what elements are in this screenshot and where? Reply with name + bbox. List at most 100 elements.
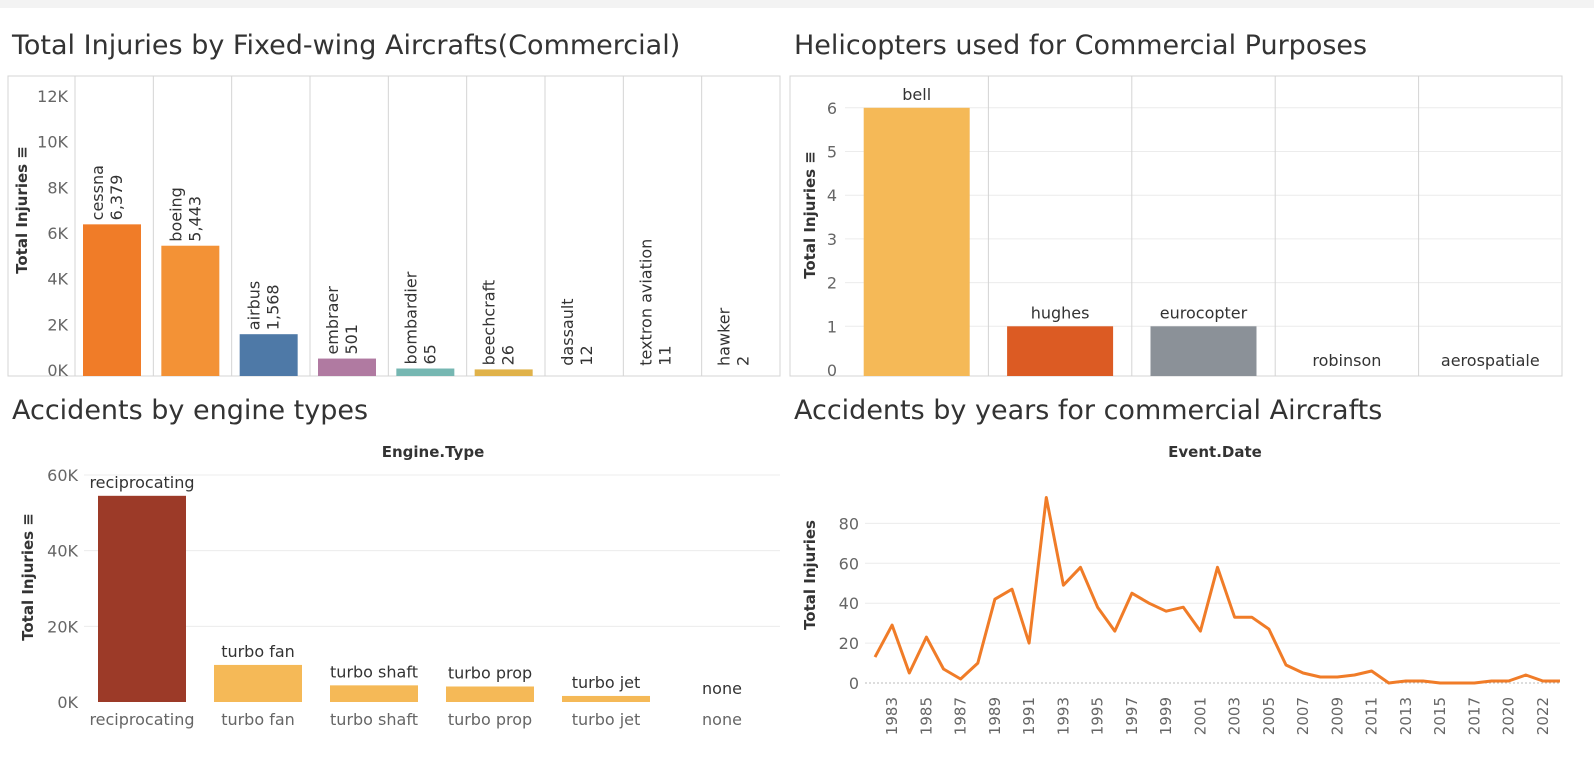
bar-label-textron-aviation: textron aviation11	[636, 239, 674, 366]
y-tick-label: 0K	[47, 361, 68, 380]
x-tick-label: 2020	[1500, 697, 1518, 735]
bar-eurocopter	[1150, 326, 1257, 376]
bar-label-aerospatiale: aerospatiale	[1441, 351, 1540, 370]
engine-type-injuries-chart: Engine.Type 0K 20K 40K 60K Total Injuries ≡ re…	[19, 443, 780, 729]
bar-label-turbo-fan: turbo fan	[221, 642, 295, 661]
x-tick-label: 1999	[1157, 697, 1175, 735]
y-axis-label: Total Injuries ≡	[19, 513, 37, 641]
fixed-wing-chart-title: Total Injuries by Fixed-wing Aircrafts(C…	[12, 30, 681, 61]
chart-frame	[7, 75, 781, 377]
x-tick-label-turbo-jet: turbo jet	[572, 710, 641, 729]
y-tick-label: 2K	[47, 315, 68, 334]
y-tick-label: 60K	[47, 466, 78, 485]
bar-label-bombardier: bombardier65	[401, 271, 439, 364]
bar-hughes	[1007, 326, 1114, 376]
bar-label-bell: bell	[902, 85, 931, 104]
y-axis-label: Total Injuries ≡	[13, 146, 31, 274]
y-axis-label: Total Injuries	[801, 520, 819, 630]
y-tick-label: 0	[827, 361, 837, 380]
x-tick-label: 2005	[1260, 697, 1278, 735]
helicopter-chart-title: Helicopters used for Commercial Purposes	[794, 30, 1368, 61]
x-tick-label-none: none	[702, 710, 742, 729]
y-tick-label: 4K	[47, 270, 68, 289]
bar-turbo-fan	[214, 664, 302, 702]
bar-label-hawker: hawker2	[715, 307, 753, 366]
bar-label-boeing: boeing5,443	[166, 187, 204, 242]
bar-label-turbo-jet: turbo jet	[572, 673, 641, 692]
x-tick-label: 1983	[883, 697, 901, 735]
bar-label-airbus: airbus1,568	[245, 281, 283, 330]
x-tick-label-reciprocating: reciprocating	[89, 710, 194, 729]
bar-bombardier	[396, 368, 455, 376]
y-tick-label: 1	[827, 317, 837, 336]
y-tick-label: 20K	[47, 617, 78, 636]
y-axis-label: Total Injuries ≡	[801, 151, 819, 279]
x-tick-label: 1997	[1123, 697, 1141, 735]
bar-turbo-prop	[446, 686, 534, 702]
x-tick-label: 2011	[1363, 697, 1381, 735]
x-tick-label: 2003	[1226, 697, 1244, 735]
yearly-injuries-chart: Event.Date 0 20 40 60 80 Total Injuries 1983 198…	[801, 443, 1560, 735]
bar-label-reciprocating: reciprocating	[89, 473, 194, 492]
x-tick-label: 2007	[1294, 697, 1312, 735]
bar-label-eurocopter: eurocopter	[1160, 303, 1248, 322]
column-header: Event.Date	[1168, 443, 1262, 461]
y-tick-label: 0K	[57, 693, 78, 712]
column-header: Engine.Type	[382, 443, 485, 461]
bar-label-robinson: robinson	[1312, 351, 1381, 370]
y-tick-label: 6	[827, 99, 837, 118]
bar-label-turbo-prop: turbo prop	[448, 663, 532, 682]
bar-turbo-jet	[562, 695, 650, 702]
x-tick-label: 1991	[1020, 697, 1038, 735]
y-tick-label: 80	[839, 514, 859, 533]
bar-airbus	[239, 334, 298, 376]
x-tick-label: 1987	[952, 697, 970, 735]
bar-cessna	[83, 224, 141, 376]
y-tick-label: 3	[827, 230, 837, 249]
y-tick-label: 12K	[37, 87, 68, 106]
y-tick-label: 5	[827, 143, 837, 162]
x-tick-label: 2009	[1328, 697, 1346, 735]
bar-label-beechcraft: beechcraft26	[480, 280, 518, 366]
x-tick-label: 2022	[1534, 697, 1552, 735]
bar-embraer	[318, 358, 376, 376]
x-tick-label: 1995	[1089, 697, 1107, 735]
y-tick-label: 40K	[47, 542, 78, 561]
bar-label-none: none	[702, 679, 742, 698]
bar-reciprocating	[98, 495, 186, 702]
bar-label-turbo-shaft: turbo shaft	[330, 662, 418, 681]
x-tick-label: 2013	[1397, 697, 1415, 735]
x-tick-label: 1993	[1054, 697, 1072, 735]
bar-boeing	[161, 245, 220, 376]
injuries-line	[873, 496, 1560, 685]
x-tick-label: 1989	[986, 697, 1004, 735]
bar-bell	[863, 107, 970, 377]
y-tick-label: 2	[827, 274, 837, 293]
bar-label-hughes: hughes	[1031, 303, 1090, 322]
y-tick-label: 0	[849, 674, 859, 693]
bar-beechcraft	[474, 369, 533, 376]
bar-label-dassault: dassault12	[558, 298, 596, 365]
top-bar	[0, 0, 1594, 8]
x-tick-label-turbo-shaft: turbo shaft	[330, 710, 418, 729]
bar-label-embraer: embraer501	[323, 286, 361, 355]
x-tick-label: 2015	[1431, 697, 1449, 735]
helicopter-injuries-chart: 0 1 2 3 4 5 6 Total Injuries ≡ bell hughes eurocop…	[789, 75, 1563, 380]
x-tick-label: 2017	[1465, 697, 1483, 735]
y-tick-label: 10K	[37, 133, 68, 152]
years-chart-title: Accidents by years for commercial Aircra…	[794, 395, 1383, 426]
y-tick-label: 6K	[47, 224, 68, 243]
bar-label-cessna: cessna6,379	[88, 165, 126, 220]
y-tick-label: 4	[827, 186, 837, 205]
y-tick-label: 40	[839, 594, 859, 613]
x-tick-label-turbo-fan: turbo fan	[221, 710, 295, 729]
x-tick-label: 2001	[1191, 697, 1209, 735]
x-tick-label-turbo-prop: turbo prop	[448, 710, 532, 729]
fixed-wing-injuries-chart: 0K 2K 4K 6K 8K 10K 12K Total Injuries ≡ cessna6,…	[7, 75, 781, 380]
engine-chart-title: Accidents by engine types	[12, 395, 369, 426]
y-tick-label: 20	[839, 634, 859, 653]
bar-turbo-shaft	[330, 685, 418, 702]
y-tick-label: 60	[839, 554, 859, 573]
y-tick-label: 8K	[47, 178, 68, 197]
x-tick-label: 1985	[917, 697, 935, 735]
